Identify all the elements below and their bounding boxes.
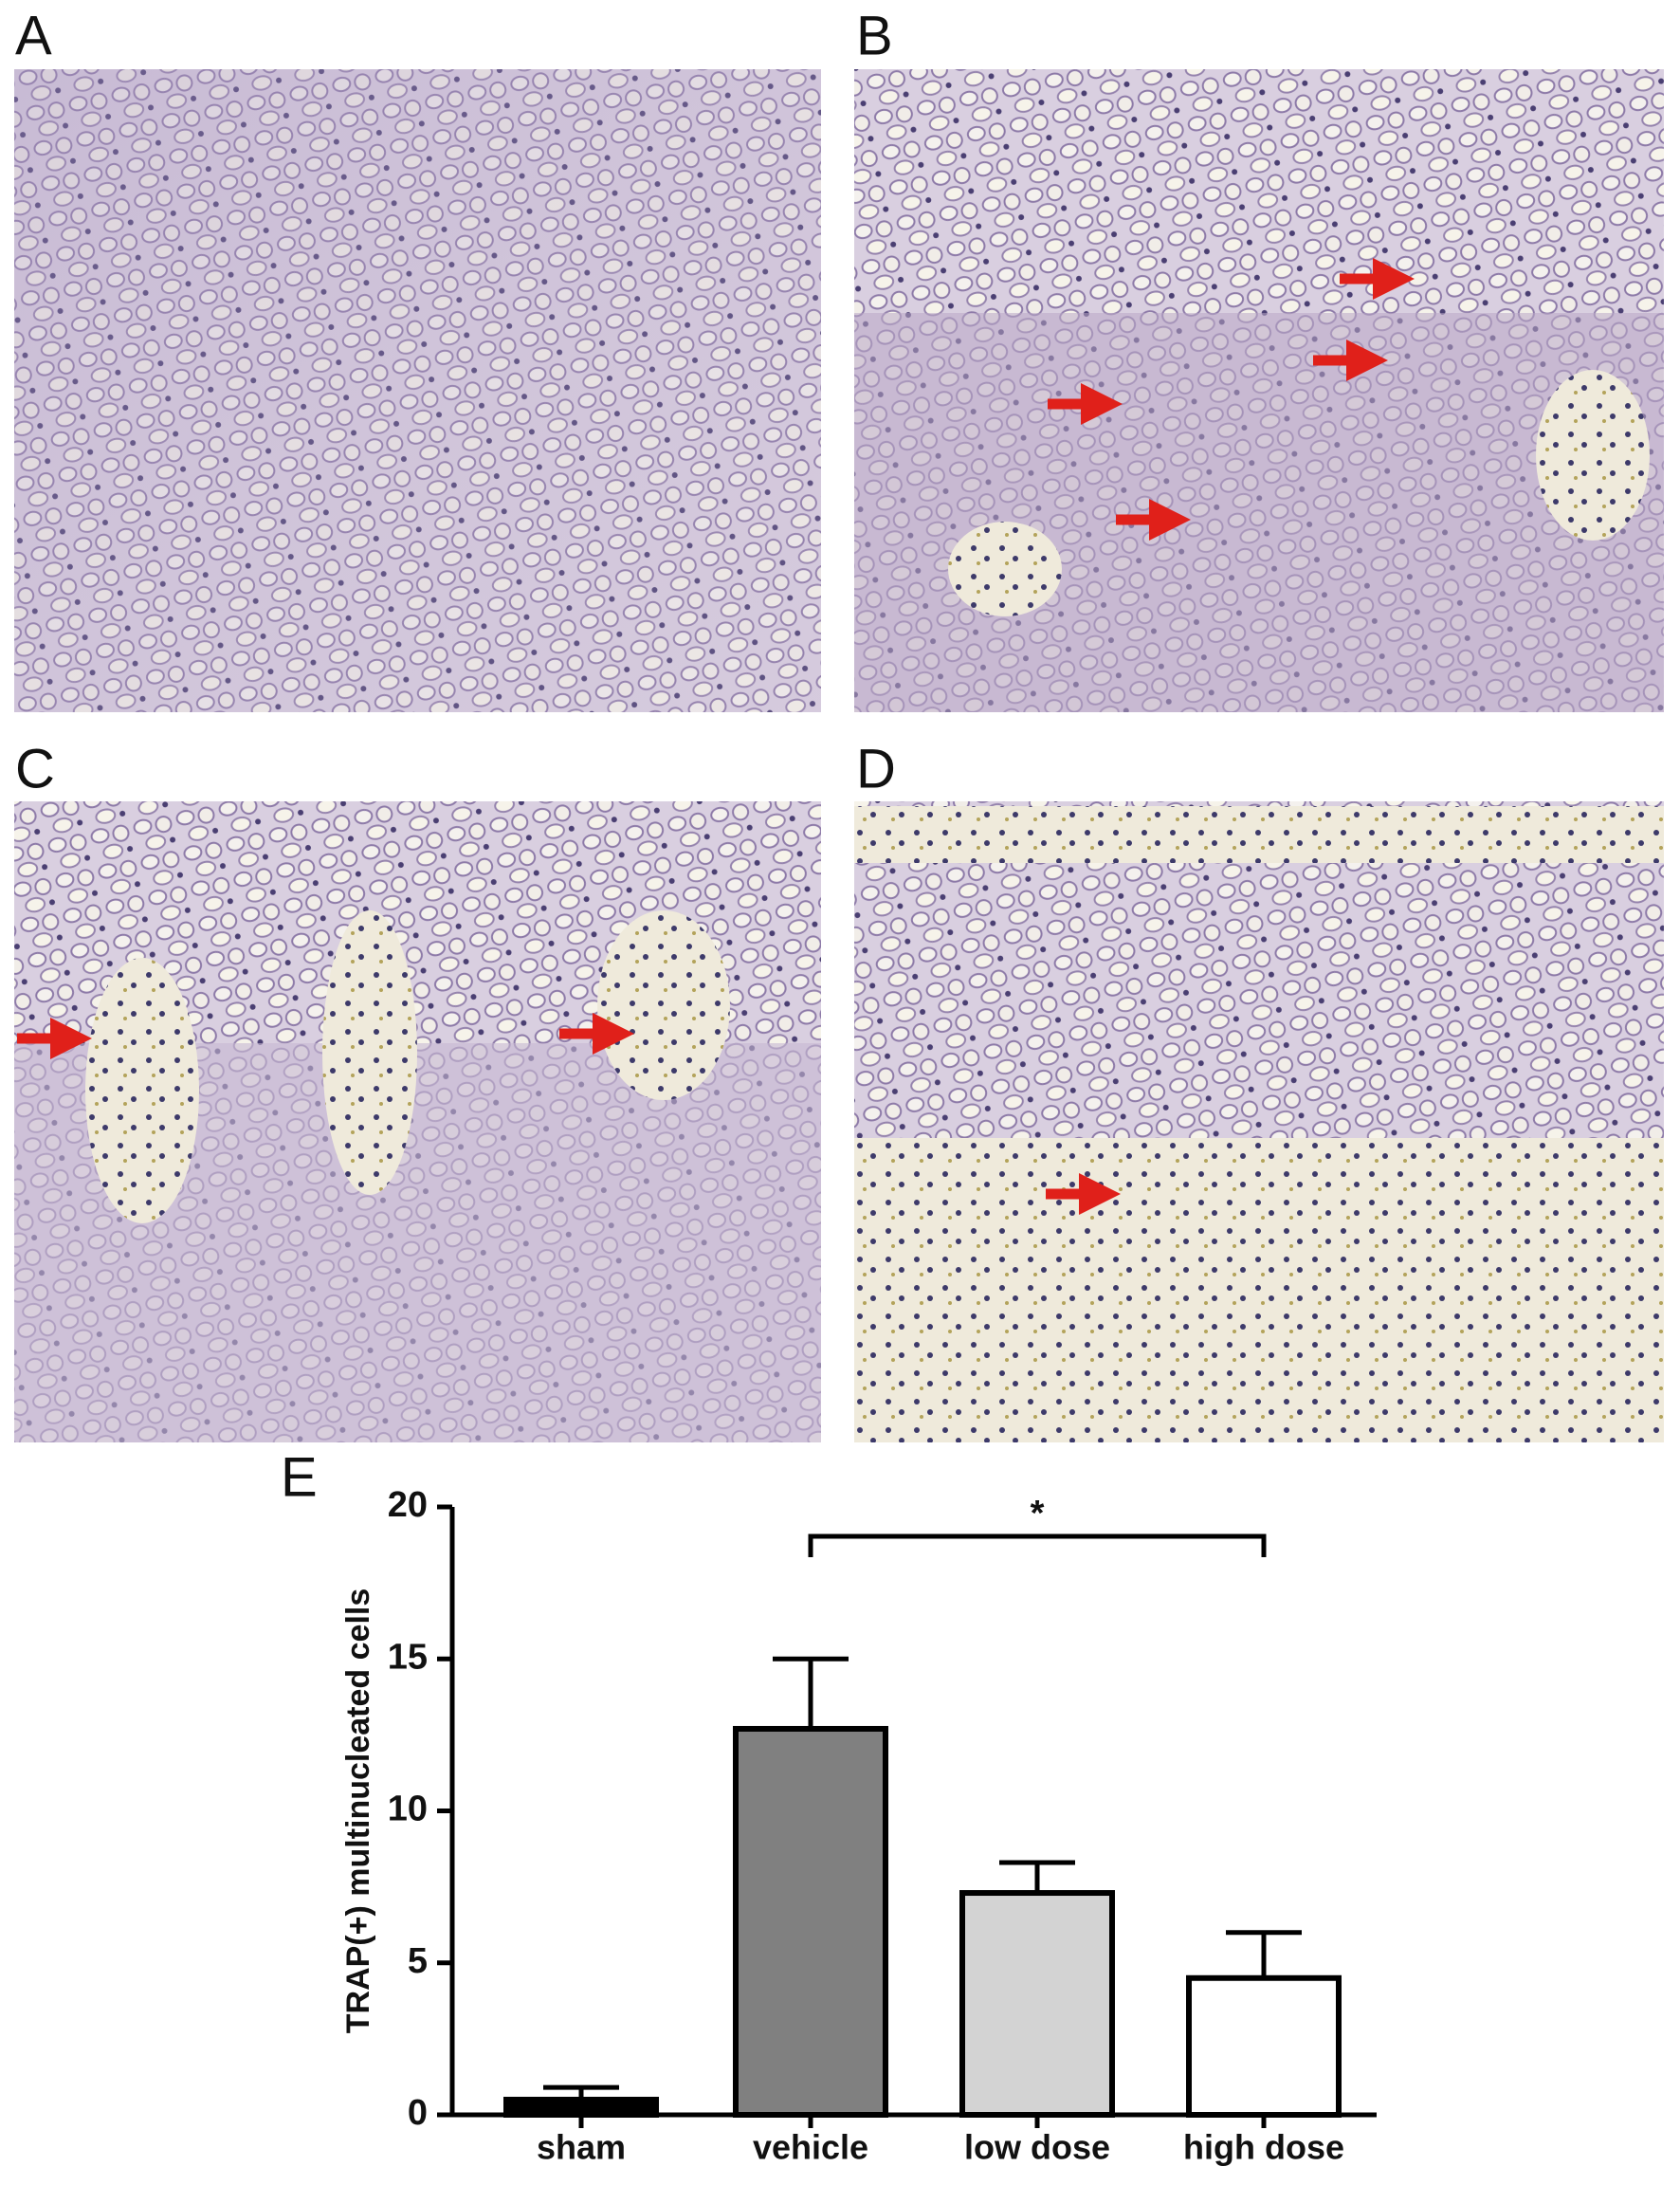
y-tick-label: 5 [408, 1941, 428, 1981]
bar [1186, 1974, 1342, 2118]
panel-label: E [281, 1446, 318, 1508]
panel-b-image [854, 69, 1664, 712]
panel-label: A [15, 5, 52, 66]
x-tick-label: low dose [964, 2128, 1110, 2167]
panel-d-image [854, 801, 1664, 1442]
significance-label: * [1031, 1494, 1045, 1533]
y-tick-label: 20 [388, 1485, 428, 1525]
panel-a-image [14, 69, 821, 712]
panel-label: B [856, 5, 893, 66]
x-tick-label: vehicle [753, 2128, 868, 2167]
x-tick-label: high dose [1183, 2128, 1344, 2167]
y-tick-label: 15 [388, 1637, 428, 1677]
bar [733, 1725, 888, 2118]
panel-c-image [14, 801, 821, 1442]
bar [503, 2096, 659, 2119]
arrows [17, 258, 1415, 1215]
bar [959, 1890, 1115, 2119]
y-tick-label: 10 [388, 1790, 428, 1829]
y-tick-label: 0 [408, 2093, 428, 2133]
panel-label: D [856, 738, 896, 799]
y-axis-title: TRAP(+) multinucleated cells [340, 1588, 376, 2034]
x-tick-label: sham [537, 2128, 626, 2167]
panel-label: C [15, 738, 55, 799]
significance-bracket [808, 1533, 1267, 1557]
